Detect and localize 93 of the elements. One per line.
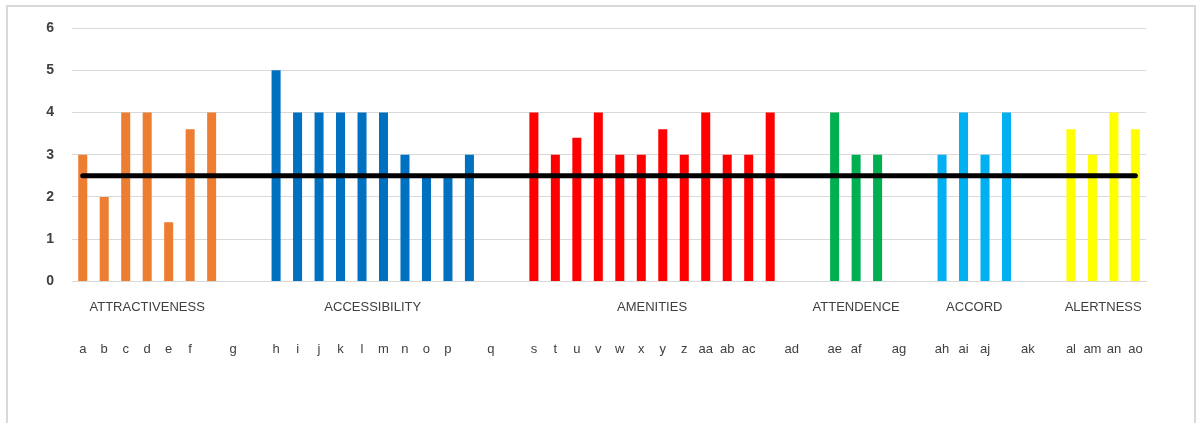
- x-tick-label: aa: [698, 340, 714, 356]
- x-tick-label: ac: [741, 340, 757, 356]
- bar: [443, 175, 453, 281]
- x-tick-label: ao: [1128, 340, 1143, 356]
- bar: [873, 154, 883, 281]
- x-tick-label: m: [378, 340, 389, 356]
- x-tick-label: f: [188, 340, 193, 356]
- x-tick-label: u: [573, 340, 581, 356]
- x-tick-label: q: [487, 340, 495, 356]
- bar: [722, 154, 732, 281]
- x-tick-label: s: [530, 340, 538, 356]
- x-tick-label: ah: [934, 340, 950, 356]
- x-tick-label: ag: [891, 340, 907, 356]
- bar: [142, 112, 152, 281]
- text: ATTRACTIVENESS: [89, 298, 206, 314]
- text: ACCORD: [946, 298, 1003, 314]
- x-tick-label: c: [122, 340, 130, 356]
- x-tick-label: p: [444, 340, 452, 356]
- bar: [1130, 129, 1140, 281]
- bar: [1087, 154, 1097, 281]
- x-tick-label: an: [1106, 340, 1122, 356]
- bar: [593, 112, 603, 281]
- y-tick-label: 3: [46, 145, 55, 162]
- bar: [636, 154, 646, 281]
- x-tick-label: ak: [1021, 340, 1036, 356]
- bar: [164, 222, 174, 281]
- x-tick-label: l: [360, 340, 364, 356]
- bar: [293, 112, 303, 281]
- x-tick-label: w: [614, 340, 626, 356]
- bar: [121, 112, 131, 281]
- bar: [550, 154, 560, 281]
- bar: [185, 129, 195, 281]
- y-tick-label: 2: [46, 187, 55, 204]
- bar: [271, 70, 281, 281]
- x-tick-label: o: [422, 340, 431, 356]
- bar: [959, 112, 969, 281]
- x-tick-label: af: [850, 340, 862, 356]
- text: AMENITIES: [616, 298, 688, 314]
- bar: [464, 154, 474, 281]
- bar: [99, 196, 109, 281]
- bar: [980, 154, 990, 281]
- text: ATTENDENCE: [812, 298, 901, 314]
- bar: [1109, 112, 1119, 281]
- bar: [1001, 112, 1012, 281]
- y-tick-label: 0: [46, 272, 55, 289]
- bar: [658, 129, 668, 281]
- x-tick-label: j: [316, 340, 321, 356]
- bar: [378, 112, 389, 281]
- bar: [679, 154, 689, 281]
- x-tick-label: h: [272, 340, 280, 356]
- x-tick-label: v: [595, 340, 603, 356]
- bar: [765, 112, 775, 281]
- bar: [572, 137, 582, 281]
- bar: [78, 154, 88, 281]
- bar: [1066, 129, 1076, 281]
- y-tick-label: 4: [46, 103, 55, 120]
- bar: [314, 112, 324, 281]
- x-tick-label: b: [100, 340, 108, 356]
- x-tick-label: d: [143, 340, 151, 356]
- bar: [615, 154, 625, 281]
- x-tick-label: a: [79, 340, 88, 356]
- x-tick-label: g: [229, 340, 237, 356]
- bar: [400, 154, 410, 281]
- bar: [336, 112, 346, 281]
- bar: [207, 112, 217, 281]
- x-tick-label: z: [681, 340, 688, 356]
- bar: [937, 154, 947, 281]
- bar: [701, 112, 711, 281]
- bar: [830, 112, 840, 281]
- bar: [357, 112, 367, 281]
- y-tick-label: 5: [46, 61, 55, 78]
- x-tick-label: aj: [979, 340, 991, 356]
- x-tick-label: ai: [958, 340, 969, 356]
- bar: [421, 175, 431, 281]
- text: ALERTNESS: [1064, 298, 1143, 314]
- x-tick-label: am: [1083, 340, 1102, 356]
- x-tick-label: e: [165, 340, 173, 356]
- x-tick-label: t: [553, 340, 558, 356]
- x-tick-label: ad: [784, 340, 799, 356]
- x-tick-label: i: [296, 340, 300, 356]
- x-tick-label: n: [401, 340, 409, 356]
- x-tick-label: k: [337, 340, 345, 356]
- x-tick-label: y: [659, 340, 667, 356]
- x-tick-label: ab: [719, 340, 735, 356]
- x-tick-label: x: [638, 340, 646, 356]
- y-tick-label: 1: [46, 230, 55, 247]
- bar: [851, 154, 861, 281]
- bar: [744, 154, 754, 281]
- y-tick-label: 6: [46, 18, 55, 35]
- bar: [529, 112, 539, 281]
- x-tick-label: ae: [827, 340, 842, 356]
- text: ACCESSIBILITY: [324, 298, 422, 314]
- x-tick-label: al: [1065, 340, 1077, 356]
